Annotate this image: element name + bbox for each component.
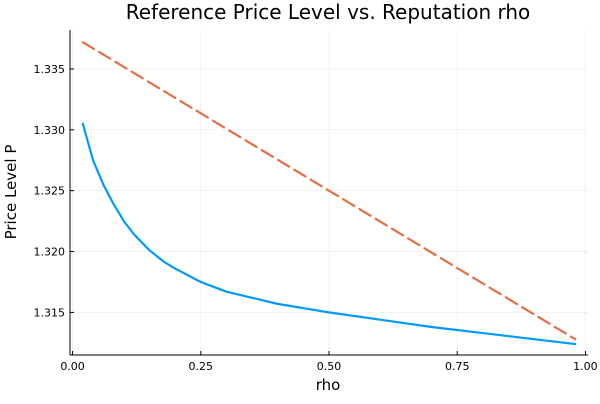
chart-title: Reference Price Level vs. Reputation rho — [126, 0, 531, 24]
x-tick-label: 0.00 — [60, 360, 85, 373]
ticks: 0.00 0.25 0.50 0.75 1.00 1.315 1.320 1.325 1.330… — [34, 63, 598, 373]
x-axis-title: rho — [316, 376, 341, 394]
x-tick-label: 0.50 — [317, 360, 342, 373]
y-tick-label: 1.315 — [34, 306, 66, 319]
x-tick-label: 1.00 — [573, 360, 598, 373]
solid-series-line — [81, 122, 577, 346]
grid — [70, 30, 588, 355]
y-tick-label: 1.335 — [34, 63, 66, 76]
x-tick-label: 0.25 — [189, 360, 214, 373]
y-axis-title: Price Level P — [2, 145, 20, 240]
y-tick-label: 1.330 — [34, 124, 66, 137]
x-tick-label: 0.75 — [445, 360, 470, 373]
y-tick-label: 1.325 — [34, 185, 66, 198]
y-tick-label: 1.320 — [34, 246, 66, 259]
dashed-series-line — [81, 41, 577, 341]
series — [81, 41, 577, 346]
